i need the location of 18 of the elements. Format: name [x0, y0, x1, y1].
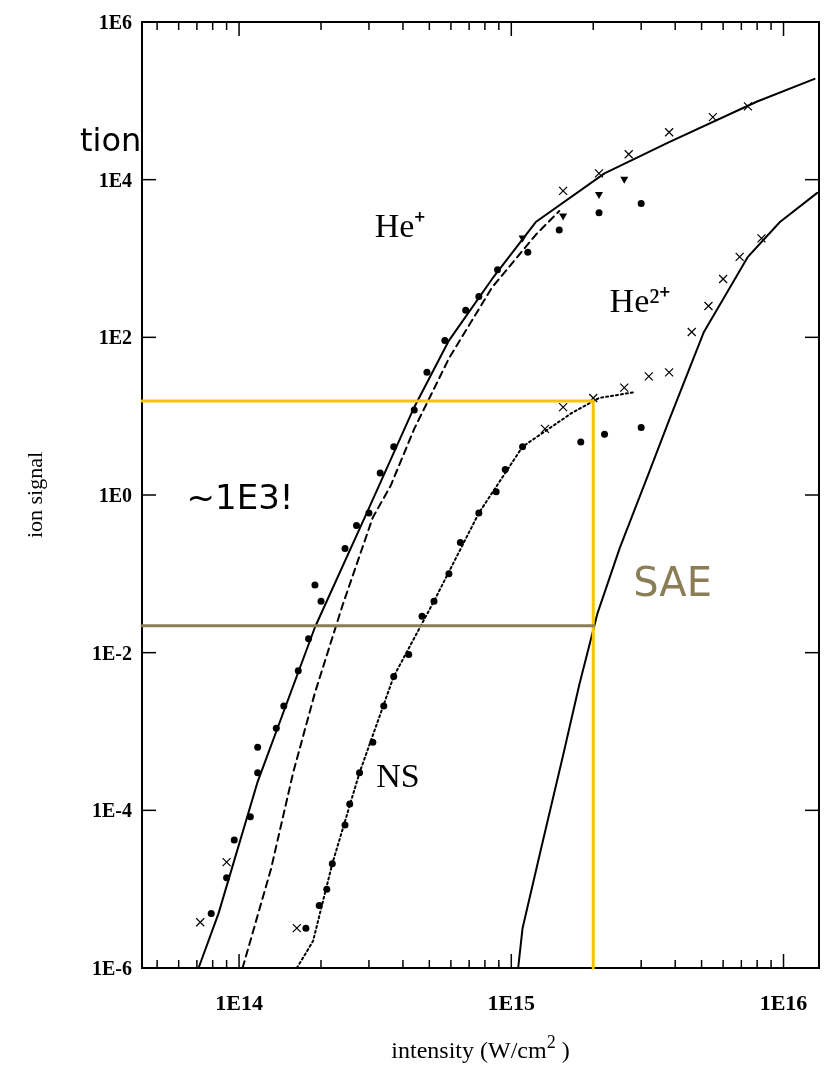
annotation: NS: [376, 756, 420, 794]
annotation: ~1E3!: [186, 476, 294, 517]
y-tick-label: 1E-4: [92, 799, 132, 822]
y-tick-label: 1E2: [98, 326, 132, 349]
y-tick-label: 1E-6: [92, 957, 132, 979]
y-axis-title: ion signal: [22, 451, 47, 539]
x-tick-label: 1E15: [487, 990, 536, 1015]
series-label: SAE: [633, 558, 713, 605]
annotation: He²⁺: [609, 281, 671, 319]
y-tick-label: 1E6: [98, 11, 132, 33]
annotation: He⁺: [374, 206, 426, 244]
text: tion: [80, 121, 142, 160]
x-tick-label: 1E14: [215, 990, 263, 1015]
y-tick-label: 1E4: [98, 168, 132, 191]
y-tick-label: 1E-2: [92, 641, 132, 664]
x-axis-title: intensity (W/cm$^{2}$ ): [391, 1032, 570, 1063]
x-tick-label: 1E16: [759, 990, 808, 1015]
y-tick-label: 1E0: [98, 484, 132, 506]
